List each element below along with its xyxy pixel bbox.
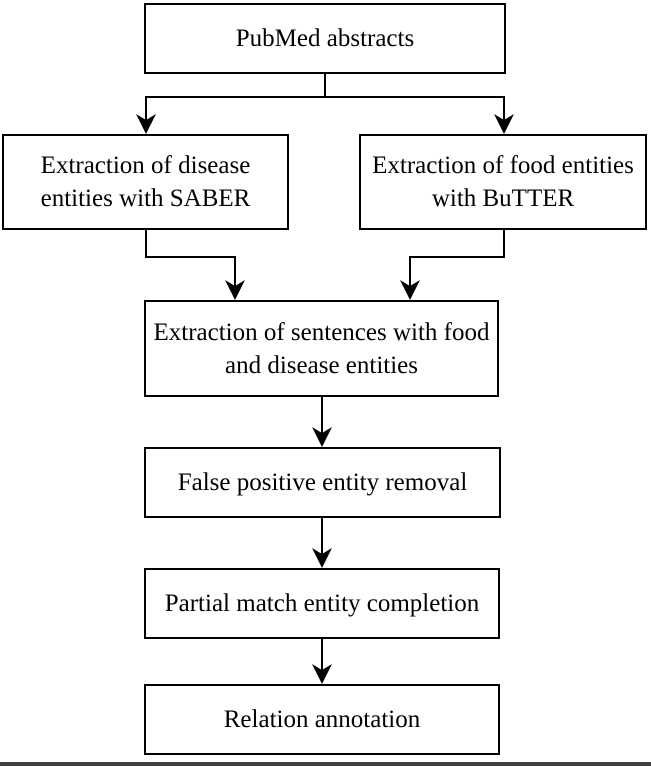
- node-pubmed-abstracts: PubMed abstracts: [144, 3, 506, 74]
- node-sentence-extraction: Extraction of sentences with food and di…: [144, 300, 499, 397]
- edge-group: [136, 74, 514, 684]
- node-label: Extraction of food entities with BuTTER: [372, 152, 634, 212]
- arrow-disease_extraction-to-sentence_extraction: [145, 230, 245, 300]
- node-label: Partial match entity completion: [164, 590, 480, 617]
- node-label: Relation annotation: [223, 706, 421, 733]
- arrow-food_extraction-to-sentence_extraction: [400, 230, 505, 300]
- node-partial-match-completion: Partial match entity completion: [144, 568, 500, 639]
- arrow-pubmed-to-food_extraction: [325, 96, 514, 134]
- node-false-positive-removal: False positive entity removal: [144, 447, 501, 518]
- node-food-extraction: Extraction of food entities with BuTTER: [359, 134, 647, 230]
- bottom-border: [0, 762, 651, 766]
- node-label: Extraction of sentences with food and di…: [153, 318, 490, 379]
- node-label: PubMed abstracts: [235, 25, 415, 52]
- arrow-pubmed-to-disease_extraction: [136, 74, 326, 134]
- node-label: Extraction of disease entities with SABE…: [40, 152, 251, 212]
- node-label: False positive entity removal: [177, 469, 468, 496]
- node-disease-extraction: Extraction of disease entities with SABE…: [2, 134, 289, 230]
- node-relation-annotation: Relation annotation: [144, 684, 500, 755]
